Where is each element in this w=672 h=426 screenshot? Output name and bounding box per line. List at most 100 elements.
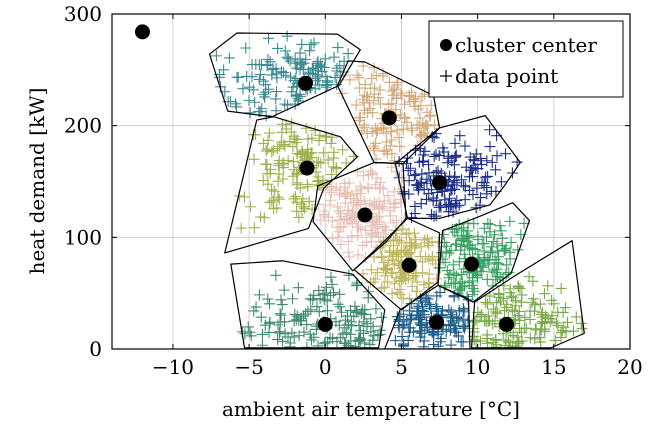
- y-tick-label: 300: [64, 2, 102, 26]
- data-point: [328, 287, 340, 299]
- data-point: [298, 326, 310, 338]
- x-tick-label: 15: [541, 355, 566, 379]
- data-point: [423, 298, 435, 310]
- data-point: [468, 326, 480, 338]
- data-point: [410, 234, 422, 246]
- data-point: [404, 162, 416, 174]
- data-point: [325, 271, 337, 283]
- data-point: [332, 298, 344, 310]
- data-point: [458, 180, 470, 192]
- data-point: [411, 309, 423, 321]
- data-point: [417, 149, 429, 161]
- data-point: [523, 271, 535, 283]
- cluster-10-boundary: [470, 240, 585, 349]
- data-point: [262, 32, 274, 44]
- data-point: [529, 333, 541, 345]
- data-point: [339, 178, 351, 190]
- data-point: [335, 207, 347, 219]
- data-point: [350, 99, 362, 111]
- data-point: [270, 269, 282, 281]
- data-point: [272, 319, 284, 331]
- data-point: [501, 259, 513, 271]
- data-point: [328, 152, 340, 164]
- data-point: [377, 262, 389, 274]
- data-point: [415, 241, 427, 253]
- data-point: [312, 340, 324, 349]
- data-point: [366, 72, 378, 84]
- data-point: [454, 130, 466, 142]
- data-point: [384, 246, 396, 258]
- data-point: [405, 298, 417, 310]
- data-point: [296, 146, 308, 158]
- data-point: [278, 67, 290, 79]
- data-point: [285, 71, 297, 83]
- data-point: [437, 142, 449, 154]
- data-point: [491, 297, 503, 309]
- data-point: [290, 136, 302, 148]
- data-point: [453, 284, 465, 296]
- data-point: [319, 53, 331, 65]
- cluster-center-8: [464, 256, 480, 272]
- data-point: [370, 127, 382, 139]
- data-point: [295, 198, 307, 210]
- data-point: [484, 247, 496, 259]
- data-point: [258, 88, 270, 100]
- data-point: [264, 317, 276, 329]
- data-point: [261, 59, 273, 71]
- data-point: [388, 186, 400, 198]
- data-point: [406, 310, 418, 322]
- data-point: [421, 106, 433, 118]
- data-point: [321, 75, 333, 87]
- data-point: [469, 244, 481, 256]
- data-point: [245, 201, 257, 213]
- data-point: [411, 285, 423, 297]
- data-point: [467, 162, 479, 174]
- data-point: [443, 192, 455, 204]
- data-point: [507, 341, 519, 349]
- data-point: [271, 86, 283, 98]
- data-point: [440, 246, 452, 258]
- data-point: [287, 293, 299, 305]
- data-point: [504, 246, 516, 258]
- data-point: [430, 210, 442, 222]
- data-point: [471, 270, 483, 282]
- data-point: [560, 302, 572, 314]
- data-point: [539, 316, 551, 328]
- data-point: [435, 332, 447, 344]
- data-point: [334, 288, 346, 300]
- data-point: [367, 334, 379, 346]
- data-point: [339, 338, 351, 349]
- data-point: [304, 293, 316, 305]
- data-point: [357, 239, 369, 251]
- data-point: [356, 125, 368, 137]
- data-point: [266, 146, 278, 158]
- data-point: [276, 66, 288, 78]
- x-axis-label: ambient air temperature [°C]: [222, 397, 520, 421]
- data-point: [411, 276, 423, 288]
- data-point: [490, 341, 502, 349]
- data-point: [450, 239, 462, 251]
- data-point: [420, 292, 432, 304]
- data-point: [428, 119, 440, 131]
- legend-plus-marker: [440, 70, 452, 82]
- data-point: [505, 236, 517, 248]
- data-point: [491, 257, 503, 269]
- data-point: [388, 235, 400, 247]
- plot-frame: [111, 13, 631, 350]
- data-point: [351, 221, 363, 233]
- data-point: [315, 214, 327, 226]
- data-point: [276, 299, 288, 311]
- data-point: [486, 156, 498, 168]
- data-point: [347, 206, 359, 218]
- data-point: [334, 60, 346, 72]
- data-point: [291, 205, 303, 217]
- data-point: [311, 301, 323, 313]
- data-point: [455, 269, 467, 281]
- data-point: [361, 321, 373, 333]
- data-point: [294, 149, 306, 161]
- data-point: [423, 167, 435, 179]
- data-point: [399, 98, 411, 110]
- data-point: [391, 79, 403, 91]
- data-point: [570, 311, 582, 323]
- data-point: [278, 162, 290, 174]
